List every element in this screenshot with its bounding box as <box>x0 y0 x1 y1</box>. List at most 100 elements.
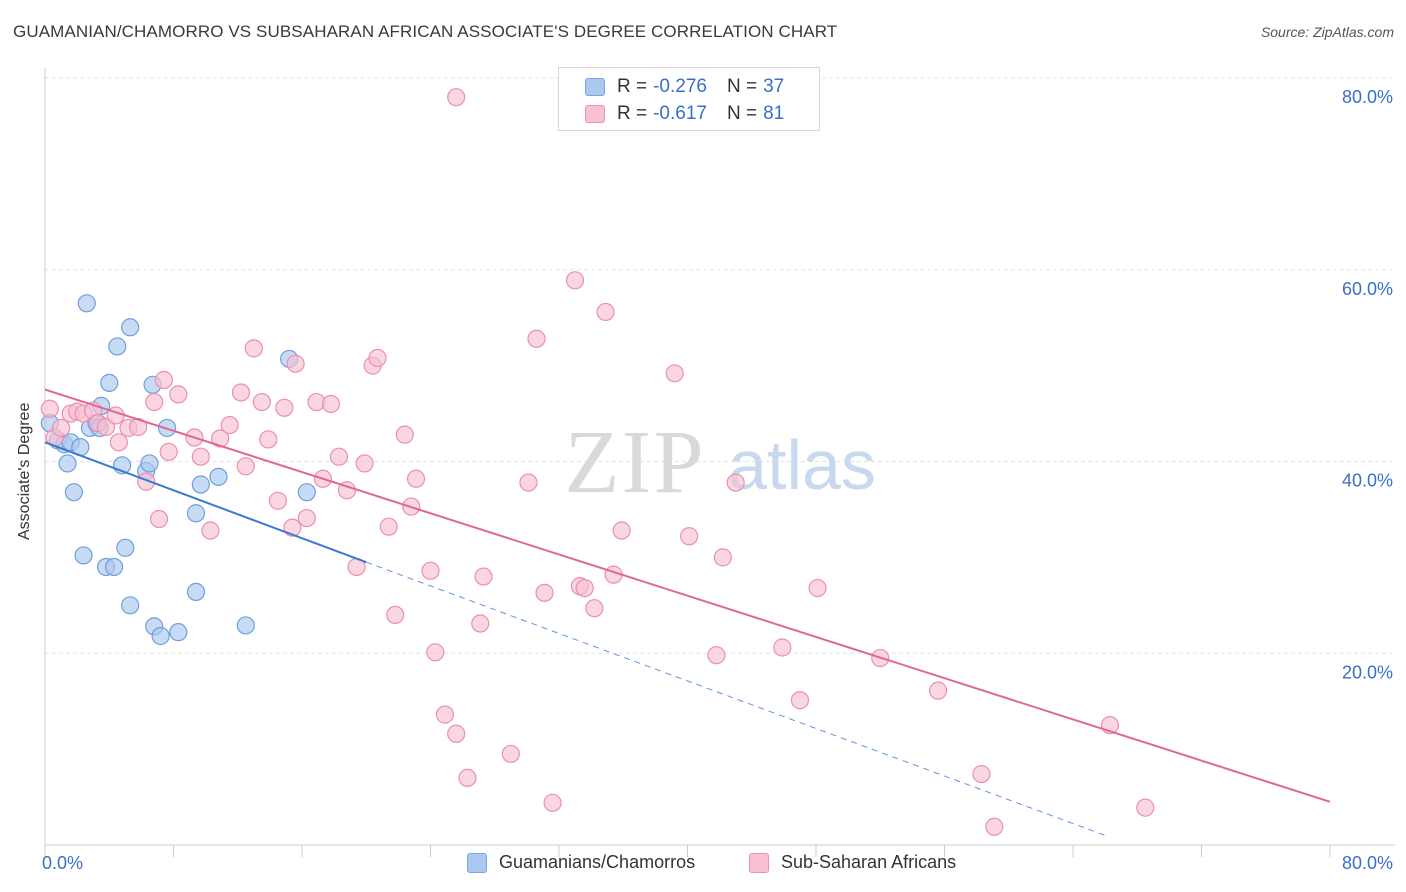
point-subsaharan <box>220 415 239 435</box>
point-subsaharan <box>535 583 554 602</box>
point-subsaharan <box>726 473 745 492</box>
point-subsaharan <box>519 473 538 492</box>
point-subsaharan <box>368 348 387 368</box>
point-guamanian <box>116 538 135 557</box>
point-guamanian <box>191 475 210 494</box>
point-subsaharan <box>191 447 210 466</box>
point-subsaharan <box>159 442 178 462</box>
point-subsaharan <box>585 599 604 618</box>
point-subsaharan <box>447 724 466 743</box>
source-credit: Source: ZipAtlas.com <box>1260 24 1394 40</box>
point-subsaharan <box>790 691 810 710</box>
point-subsaharan <box>928 681 948 700</box>
point-subsaharan <box>355 454 374 473</box>
legend-r-label: R = <box>617 76 648 97</box>
trendline-guamanian-extension <box>366 561 1106 836</box>
point-subsaharan <box>501 744 520 764</box>
point-subsaharan <box>329 447 349 466</box>
point-guamanian <box>58 454 77 473</box>
point-subsaharan <box>268 491 288 510</box>
point-subsaharan <box>275 398 294 417</box>
point-subsaharan <box>808 578 827 598</box>
point-subsaharan <box>596 302 615 322</box>
series-legend-label: Sub-Saharan Africans <box>781 852 957 872</box>
point-subsaharan <box>447 88 466 107</box>
series-legend-guamanian[interactable]: Guamanians/Chamorros <box>467 852 695 873</box>
point-subsaharan <box>244 339 263 358</box>
point-subsaharan <box>252 392 271 412</box>
legend-r-value: -0.617 <box>653 103 707 124</box>
y-tick-label: 20.0% <box>1342 662 1393 682</box>
legend-n-label: N = <box>726 103 758 124</box>
point-subsaharan <box>985 817 1004 836</box>
point-subsaharan <box>972 764 991 784</box>
point-subsaharan <box>379 517 398 536</box>
point-subsaharan <box>435 705 455 724</box>
point-subsaharan <box>169 385 188 404</box>
legend-r-value: -0.276 <box>653 76 707 97</box>
point-subsaharan <box>1136 798 1155 817</box>
point-subsaharan <box>575 578 594 598</box>
legend-swatch-pink <box>749 852 769 873</box>
point-subsaharan <box>236 457 255 476</box>
legend-row-guamanian: R = -0.276 N = 37 <box>585 76 784 98</box>
watermark-zip: ZIP <box>565 413 706 512</box>
point-guamanian <box>64 483 84 502</box>
point-subsaharan <box>474 567 493 586</box>
point-subsaharan <box>109 433 128 452</box>
point-guamanian <box>297 483 316 502</box>
point-subsaharan <box>51 418 71 438</box>
point-subsaharan <box>145 392 164 412</box>
point-subsaharan <box>210 429 230 448</box>
point-subsaharan <box>612 521 631 540</box>
x-tick-label: 80.0% <box>1342 853 1393 873</box>
point-subsaharan <box>137 472 156 491</box>
watermark-atlas: atlas <box>728 426 876 504</box>
y-tick-label: 80.0% <box>1342 87 1393 107</box>
point-subsaharan <box>283 518 302 537</box>
chart-title: GUAMANIAN/CHAMORRO VS SUBSAHARAN AFRICAN… <box>13 22 838 41</box>
trendline-guamanian <box>44 441 367 564</box>
point-guamanian <box>236 616 255 635</box>
point-subsaharan <box>321 394 341 414</box>
point-guamanian <box>121 596 140 615</box>
point-subsaharan <box>426 643 445 662</box>
point-guamanian <box>100 373 119 392</box>
stats-legend: R = -0.276 N = 37 R = -0.617 N = 81 <box>558 67 820 131</box>
point-subsaharan <box>543 793 562 812</box>
point-subsaharan <box>297 508 316 528</box>
point-guamanian <box>108 337 127 356</box>
x-tick-label: 0.0% <box>42 853 83 873</box>
point-subsaharan <box>286 354 305 373</box>
trendline-subsaharan <box>44 388 1331 803</box>
point-subsaharan <box>154 370 173 390</box>
point-guamanian <box>104 557 124 577</box>
point-subsaharan <box>680 527 699 546</box>
y-axis-title: Associate's Degree <box>16 402 33 540</box>
point-guamanian <box>121 318 140 337</box>
point-subsaharan <box>201 521 220 540</box>
point-subsaharan <box>231 383 251 402</box>
point-subsaharan <box>421 561 440 580</box>
point-subsaharan <box>40 399 59 418</box>
series-legend-subsaharan[interactable]: Sub-Saharan Africans <box>749 852 956 873</box>
point-guamanian <box>186 504 206 523</box>
legend-n-value: 81 <box>763 103 785 124</box>
series-legend-label: Guamanians/Chamorros <box>499 852 696 872</box>
point-guamanian <box>169 623 188 642</box>
legend-n-label: N = <box>726 76 758 97</box>
point-subsaharan <box>406 469 426 488</box>
point-subsaharan <box>713 548 732 567</box>
point-subsaharan <box>471 614 490 633</box>
point-guamanian <box>209 467 228 486</box>
point-guamanian <box>186 582 206 601</box>
legend-swatch-blue <box>585 78 605 96</box>
legend-n-value: 37 <box>763 76 785 97</box>
legend-swatch-blue <box>467 852 487 873</box>
point-subsaharan <box>565 271 585 290</box>
legend-swatch-pink <box>585 105 605 123</box>
series-legend: Guamanians/Chamorros Sub-Saharan African… <box>0 852 1406 876</box>
point-subsaharan <box>395 425 414 444</box>
point-subsaharan <box>259 430 278 449</box>
point-guamanian <box>77 294 96 313</box>
